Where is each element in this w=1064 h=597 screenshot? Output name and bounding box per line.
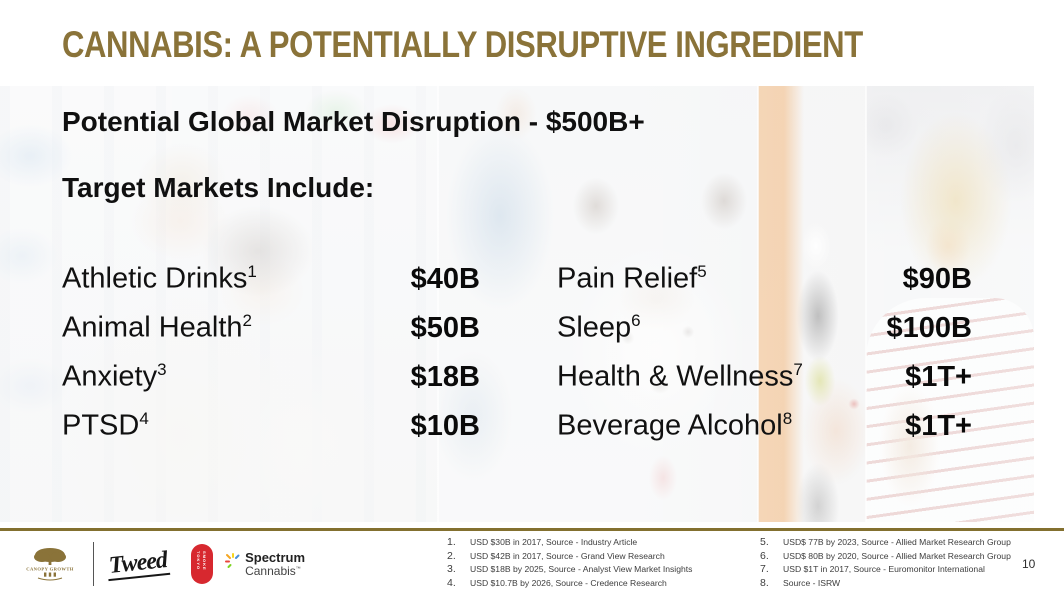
canopy-growth-logo: CANOPY GROWTH — [18, 547, 82, 581]
market-value: $1T+ — [905, 409, 972, 442]
footer: CANOPY GROWTH Tweed TOKYO SMOKE — [0, 531, 1064, 597]
footnote-text: USD $10.7B by 2026, Source - Credence Re… — [470, 577, 667, 588]
footnote-ref: 2 — [242, 311, 252, 330]
subtitle: Potential Global Market Disruption - $50… — [62, 106, 645, 137]
gold-divider-line — [0, 528, 1064, 531]
footnote-number: 4. — [447, 576, 456, 589]
market-value: $90B — [902, 262, 972, 295]
footnote-text: USD$ 80B by 2020, Source - Allied Market… — [783, 550, 1011, 561]
brand-logos: CANOPY GROWTH Tweed TOKYO SMOKE — [18, 539, 305, 589]
footnote-ref: 6 — [631, 311, 641, 330]
market-label-text: Health & Wellness — [557, 360, 794, 393]
market-column-left: Athletic Drinks1 $40B Animal Health2 $50… — [62, 262, 480, 458]
footnote-number: 7. — [760, 563, 769, 575]
footnote-number: 5. — [760, 536, 769, 548]
tokyo-smoke-text: TOKYO — [196, 551, 202, 571]
slide-title: CANNABIS: A POTENTIALLY DISRUPTIVE INGRE… — [62, 24, 863, 65]
market-row: Beverage Alcohol8 $1T+ — [557, 409, 972, 445]
white-wash-overlay — [0, 86, 1034, 522]
footnote-number: 3. — [447, 563, 456, 575]
footnote: 3. USD $18B by 2025, Source - Analyst Vie… — [447, 563, 747, 577]
spectrum-name: Spectrum — [245, 549, 306, 565]
market-row: PTSD4 $10B — [62, 409, 480, 445]
footnotes-left: 1. USD $30B in 2017, Source - Industry Ar… — [447, 536, 747, 590]
market-row: Health & Wellness7 $1T+ — [557, 360, 972, 396]
footnote-ref: 7 — [793, 360, 803, 379]
market-label-text: PTSD — [62, 409, 140, 442]
page-number: 10 — [1022, 557, 1036, 571]
footnote-text: Source - ISRW — [783, 577, 841, 588]
spectrum-wordmark: Spectrum Cannabis™ — [245, 551, 305, 577]
tokyo-smoke-text: SMOKE — [202, 551, 208, 571]
footnote-number: 2. — [447, 549, 456, 562]
footnote-ref: 4 — [139, 409, 149, 428]
footnote-text: USD $18B by 2025, Source - Analyst View … — [470, 564, 693, 574]
spectrum-sub: Cannabis™ — [245, 563, 305, 578]
footnote-number: 8. — [760, 576, 769, 589]
tokyo-smoke-logo: TOKYO SMOKE — [191, 544, 214, 584]
market-label: Health & Wellness7 — [557, 360, 803, 394]
market-row: Anxiety3 $18B — [62, 360, 480, 396]
market-column-right: Pain Relief5 $90B Sleep6 $100B Health & … — [557, 262, 972, 458]
market-label-text: Athletic Drinks — [62, 262, 248, 295]
market-label: Anxiety3 — [62, 360, 167, 394]
footnote: 5. USD$ 77B by 2023, Source - Allied Mark… — [760, 536, 1030, 550]
market-label: Athletic Drinks1 — [62, 262, 257, 296]
footnote-number: 6. — [760, 549, 769, 562]
gold-tree-icon: CANOPY GROWTH — [26, 548, 74, 581]
trademark-mark: ™ — [295, 565, 301, 572]
footnote-ref: 8 — [782, 409, 793, 428]
market-row: Athletic Drinks1 $40B — [62, 262, 480, 298]
market-value: $40B — [410, 262, 480, 295]
footnote-text: USD $1T in 2017, Source - Euromonitor In… — [783, 564, 985, 574]
footnotes-right: 5. USD$ 77B by 2023, Source - Allied Mark… — [760, 536, 1030, 590]
logo-divider — [93, 542, 94, 586]
market-label: PTSD4 — [62, 409, 149, 443]
market-label-text: Anxiety — [62, 360, 158, 393]
market-value: $1T+ — [905, 360, 972, 393]
market-label-text: Beverage Alcohol — [557, 409, 783, 442]
market-row: Pain Relief5 $90B — [557, 262, 972, 298]
market-label-text: Animal Health — [62, 311, 243, 344]
footnote-ref: 5 — [697, 262, 707, 281]
footnote-text: USD$ 77B by 2023, Source - Allied Market… — [783, 537, 1011, 547]
market-label: Sleep6 — [557, 311, 641, 345]
footnote-number: 1. — [447, 536, 456, 548]
color-burst-icon — [225, 552, 240, 568]
footnote: 2. USD $42B in 2017, Source - Grand View … — [447, 550, 747, 564]
footnote: 4. USD $10.7B by 2026, Source - Credence … — [447, 577, 747, 591]
spectrum-cannabis-logo: Spectrum Cannabis™ — [225, 551, 305, 577]
footnote-ref: 3 — [157, 360, 167, 379]
footnote: 1. USD $30B in 2017, Source - Industry Ar… — [447, 536, 747, 550]
footnote: 8. Source - ISRW — [760, 577, 1030, 591]
market-label-text: Sleep — [557, 311, 632, 344]
market-label: Animal Health2 — [62, 311, 252, 345]
market-value: $100B — [886, 311, 972, 344]
footnote: 6. USD$ 80B by 2020, Source - Allied Mark… — [760, 550, 1030, 564]
market-label: Beverage Alcohol8 — [557, 409, 792, 443]
spectrum-sub-text: Cannabis — [245, 563, 296, 578]
footnote-ref: 1 — [247, 262, 257, 281]
market-value: $50B — [410, 311, 480, 344]
market-label: Pain Relief5 — [557, 262, 707, 296]
target-markets-heading: Target Markets Include: — [62, 172, 375, 203]
footnote-text: USD $30B in 2017, Source - Industry Arti… — [470, 537, 638, 547]
market-row: Animal Health2 $50B — [62, 311, 480, 347]
market-row: Sleep6 $100B — [557, 311, 972, 347]
market-value: $18B — [410, 360, 480, 393]
footnote: 7. USD $1T in 2017, Source - Euromonitor … — [760, 563, 1030, 577]
market-label-text: Pain Relief — [557, 262, 698, 295]
footnote-text: USD $42B in 2017, Source - Grand View Re… — [470, 550, 665, 561]
tweed-logo: Tweed — [105, 547, 171, 581]
svg-text:CANOPY GROWTH: CANOPY GROWTH — [26, 567, 74, 572]
background-photo-collage — [0, 86, 1034, 522]
market-value: $10B — [410, 409, 480, 442]
